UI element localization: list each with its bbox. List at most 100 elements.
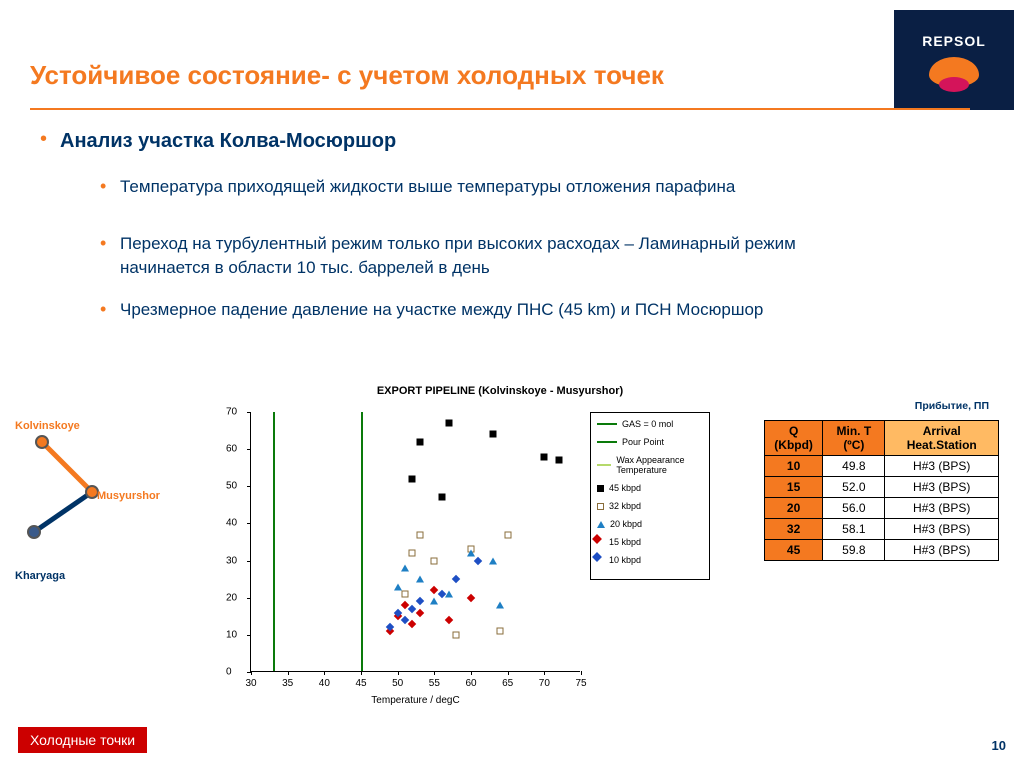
bullet-dot-icon: •: [100, 231, 106, 256]
data-point: [541, 453, 548, 460]
table-cell: 32: [765, 519, 823, 540]
x-tick: 45: [355, 678, 366, 689]
data-point: [402, 591, 409, 598]
x-tick: 40: [319, 678, 330, 689]
legend-item: 10 kbpd: [597, 555, 703, 565]
table-cell: H#3 (BPS): [885, 477, 999, 498]
y-tick: 50: [226, 481, 237, 492]
data-table: Q (Kbpd)Min. T (ºC)Arrival Heat.Station …: [764, 420, 999, 561]
y-tick: 70: [226, 407, 237, 418]
x-tick: 30: [245, 678, 256, 689]
table-cell: 45: [765, 540, 823, 561]
x-tick: 35: [282, 678, 293, 689]
y-tick: 40: [226, 518, 237, 529]
pipeline-map: Kolvinskoye Musyurshor Kharyaga: [15, 420, 185, 580]
slide-title: Устойчивое состояние- с учетом холодных …: [30, 60, 664, 91]
brand-logo: REPSOL: [894, 10, 1014, 110]
legend-item: 20 kbpd: [597, 519, 703, 529]
plot-area: 01020304050607030354045505560657075Tempe…: [250, 412, 580, 672]
map-label: Kharyaga: [15, 570, 65, 582]
data-point: [452, 575, 460, 583]
x-tick: 55: [429, 678, 440, 689]
sub-bullet-1: •Температура приходящей жидкости выше те…: [120, 175, 870, 199]
data-point: [394, 583, 402, 590]
data-point: [504, 531, 511, 538]
sub-text: Переход на турбулентный режим только при…: [120, 234, 796, 277]
y-tick: 10: [226, 629, 237, 640]
legend-item: Wax Appearance Temperature: [597, 455, 703, 475]
data-point: [430, 598, 438, 605]
sub-bullet-2: •Переход на турбулентный режим только пр…: [120, 232, 870, 280]
map-label: Musyurshor: [97, 490, 160, 502]
data-point: [445, 616, 453, 624]
table-header-row: Q (Kbpd)Min. T (ºC)Arrival Heat.Station: [765, 421, 999, 456]
legend-item: 45 kbpd: [597, 483, 703, 493]
table-cell: 58.1: [823, 519, 885, 540]
data-point: [496, 602, 504, 609]
legend-item: GAS = 0 mol: [597, 419, 703, 429]
reference-line: [273, 412, 275, 671]
scatter-chart: EXPORT PIPELINE (Kolvinskoye - Musyursho…: [200, 385, 740, 715]
map-label: Kolvinskoye: [15, 420, 80, 432]
y-tick: 0: [226, 667, 232, 678]
data-point: [489, 557, 497, 564]
table-cell: H#3 (BPS): [885, 540, 999, 561]
legend-item: 32 kbpd: [597, 501, 703, 511]
footer-tag: Холодные точки: [18, 727, 147, 753]
data-table-wrap: Прибытие, ПП Q (Kbpd)Min. T (ºC)Arrival …: [764, 400, 999, 561]
bullet-dot-icon: •: [100, 297, 106, 322]
data-point: [431, 557, 438, 564]
data-point: [446, 420, 453, 427]
data-point: [401, 565, 409, 572]
x-tick: 65: [502, 678, 513, 689]
chart-legend: GAS = 0 mol Pour Point Wax Appearance Temp…: [590, 412, 710, 580]
data-point: [556, 457, 563, 464]
table-row: 1049.8H#3 (BPS): [765, 456, 999, 477]
chart-title: EXPORT PIPELINE (Kolvinskoye - Musyursho…: [260, 385, 740, 397]
data-point: [453, 631, 460, 638]
sub-bullet-3: •Чрезмерное падение давление на участке …: [120, 298, 870, 322]
y-tick: 30: [226, 555, 237, 566]
table-cell: 52.0: [823, 477, 885, 498]
legend-item: 15 kbpd: [597, 537, 703, 547]
bullet-main: • Анализ участка Колва-Мосюршор: [60, 130, 396, 153]
data-point: [409, 550, 416, 557]
chart-area: 01020304050607030354045505560657075Tempe…: [200, 402, 720, 702]
x-tick: 50: [392, 678, 403, 689]
data-point: [408, 619, 416, 627]
map-node: [27, 525, 41, 539]
data-point: [438, 494, 445, 501]
data-point: [415, 597, 423, 605]
data-point: [416, 576, 424, 583]
table-body: 1049.8H#3 (BPS)1552.0H#3 (BPS)2056.0H#3 …: [765, 456, 999, 561]
bullet-dot-icon: •: [100, 174, 106, 199]
table-caption: Прибытие, ПП: [764, 400, 999, 412]
data-point: [467, 593, 475, 601]
table-cell: 56.0: [823, 498, 885, 519]
data-point: [416, 438, 423, 445]
y-tick: 20: [226, 592, 237, 603]
table-cell: 20: [765, 498, 823, 519]
data-point: [474, 556, 482, 564]
table-row: 2056.0H#3 (BPS): [765, 498, 999, 519]
sub-text: Чрезмерное падение давление на участке м…: [120, 300, 763, 319]
data-point: [467, 550, 475, 557]
brand-text: REPSOL: [922, 33, 986, 49]
y-tick: 60: [226, 444, 237, 455]
data-point: [497, 628, 504, 635]
legend-item: Pour Point: [597, 437, 703, 447]
table-cell: 15: [765, 477, 823, 498]
table-row: 1552.0H#3 (BPS): [765, 477, 999, 498]
sub-text: Температура приходящей жидкости выше тем…: [120, 177, 735, 196]
table-cell: 59.8: [823, 540, 885, 561]
data-point: [416, 531, 423, 538]
table-cell: H#3 (BPS): [885, 456, 999, 477]
table-header: Min. T (ºC): [823, 421, 885, 456]
map-node: [35, 435, 49, 449]
table-cell: H#3 (BPS): [885, 498, 999, 519]
data-point: [415, 608, 423, 616]
table-header: Arrival Heat.Station: [885, 421, 999, 456]
table-row: 4559.8H#3 (BPS): [765, 540, 999, 561]
x-axis-label: Temperature / degC: [371, 695, 459, 706]
bullet-main-text: Анализ участка Колва-Мосюршор: [60, 130, 396, 152]
